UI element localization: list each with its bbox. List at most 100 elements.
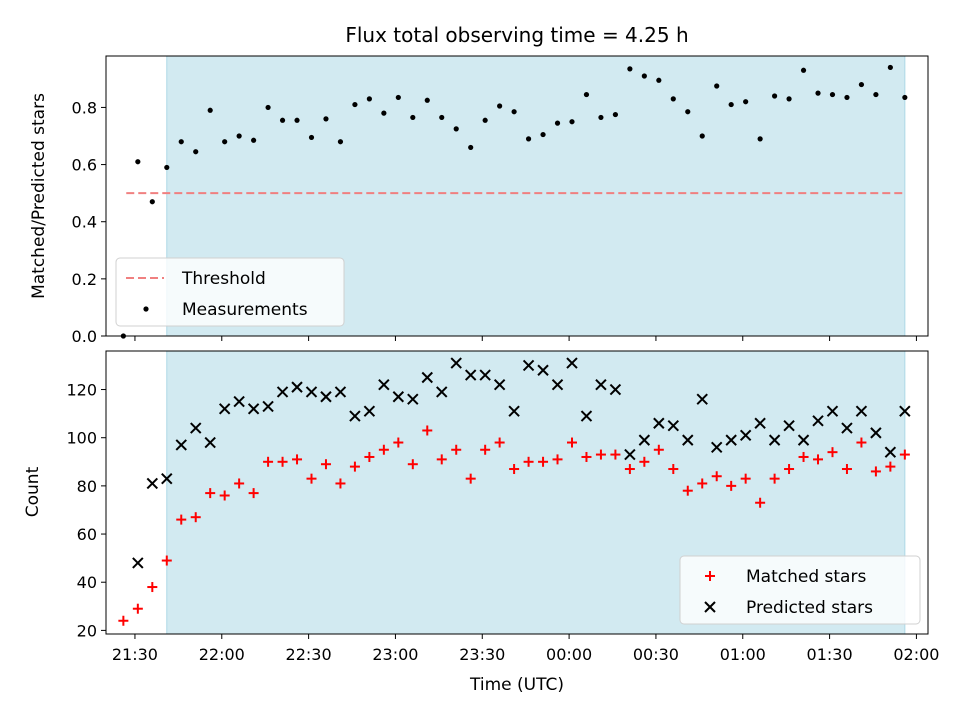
y-tick-label: 0.2 xyxy=(72,270,97,289)
matched-stars-point xyxy=(465,473,476,484)
matched-stars-point xyxy=(595,449,606,460)
measurement-point xyxy=(728,101,734,108)
predicted-stars-point xyxy=(349,410,361,422)
matched-stars-point xyxy=(248,488,259,499)
top-plot-area: 0.0 0.2 0.4 0.6 0.8 Threshold Measurements xyxy=(72,55,929,346)
matched-stars-point xyxy=(668,464,679,475)
predicted-stars-point xyxy=(320,391,332,403)
predicted-stars-point xyxy=(132,557,144,569)
predicted-stars-point xyxy=(595,379,607,391)
matched-stars-point xyxy=(552,454,563,465)
measurement-point xyxy=(902,94,908,101)
measurement-point xyxy=(714,83,720,89)
measurement-point xyxy=(685,109,691,115)
legend-box xyxy=(679,555,921,625)
measurement-point xyxy=(743,99,749,105)
matched-stars-point xyxy=(624,464,635,475)
measurement-point xyxy=(844,94,850,101)
matched-stars-point xyxy=(523,456,534,467)
measurement-point xyxy=(786,96,792,102)
legend-matched-swatch xyxy=(705,571,715,581)
measurement-point xyxy=(439,114,445,121)
x-tick-label: 22:30 xyxy=(286,645,332,664)
predicted-stars-point xyxy=(392,391,405,403)
matched-stars-point xyxy=(190,512,201,523)
predicted-stars-point xyxy=(667,419,680,432)
matched-stars-point xyxy=(827,447,838,458)
measurement-point xyxy=(656,77,662,83)
x-tick-label: 21:30 xyxy=(112,645,158,664)
predicted-stars-point xyxy=(812,415,824,427)
y-tick-label: 80 xyxy=(77,477,97,496)
predicted-stars-point xyxy=(161,472,173,485)
x-axis-label: Time (UTC) xyxy=(469,675,564,695)
y-tick-label: 60 xyxy=(77,525,97,544)
measurement-point xyxy=(670,96,676,102)
predicted-stars-point xyxy=(624,448,636,461)
measurement-point xyxy=(525,136,532,142)
matched-stars-point xyxy=(176,514,187,525)
predicted-stars-point xyxy=(305,386,318,398)
measurement-point xyxy=(612,111,619,118)
predicted-stars-point xyxy=(551,379,564,391)
predicted-stars-point xyxy=(175,439,187,451)
measurement-point xyxy=(641,73,647,79)
measurement-point xyxy=(800,67,807,73)
predicted-stars-point xyxy=(797,434,810,446)
measurement-point xyxy=(395,94,401,101)
measurement-point xyxy=(771,93,778,99)
measurement-point xyxy=(554,120,561,126)
matched-stars-point xyxy=(349,461,360,472)
predicted-stars-point xyxy=(884,446,897,458)
legend-label: Matched stars xyxy=(746,567,866,587)
measurement-point xyxy=(511,109,517,115)
predicted-stars-point xyxy=(464,369,477,381)
y-tick-label: 0.6 xyxy=(72,156,97,175)
legend-predicted-swatch xyxy=(704,601,716,613)
matched-stars-point xyxy=(234,478,245,489)
predicted-stars-point xyxy=(146,477,159,490)
x-tick-label: 02:00 xyxy=(893,645,939,664)
measurement-point xyxy=(873,91,879,98)
matched-stars-point xyxy=(147,582,158,593)
y-tick-label: 100 xyxy=(66,429,97,448)
predicted-stars-point xyxy=(421,371,433,384)
matched-stars-point xyxy=(856,437,867,448)
predicted-stars-point xyxy=(276,386,289,398)
matched-stars-point xyxy=(161,555,172,566)
matched-stars-point xyxy=(870,466,881,477)
bottom-y-axis-label: Count xyxy=(23,466,43,517)
x-tick-label: 01:30 xyxy=(807,645,853,664)
matched-stars-point xyxy=(480,444,491,455)
measurement-point xyxy=(482,117,488,123)
predicted-stars-point xyxy=(378,379,390,391)
measurement-point xyxy=(236,133,242,139)
measurement-point xyxy=(887,64,893,71)
legend-box xyxy=(115,257,345,327)
matched-stars-point xyxy=(653,444,664,455)
measurement-point xyxy=(308,134,315,141)
matched-stars-point xyxy=(784,464,795,475)
predicted-stars-point xyxy=(522,359,535,372)
matched-stars-point xyxy=(306,473,317,484)
matched-stars-point xyxy=(798,451,809,462)
measurement-point xyxy=(583,91,590,98)
measurement-point xyxy=(323,116,329,122)
predicted-stars-point xyxy=(233,395,245,408)
x-tick-label: 01:00 xyxy=(720,645,766,664)
matched-stars-point xyxy=(538,456,549,467)
matched-stars-point xyxy=(422,425,433,436)
matched-stars-point xyxy=(407,459,418,470)
matched-stars-point xyxy=(682,485,693,496)
predicted-stars-point xyxy=(566,357,578,369)
measurement-point xyxy=(540,131,546,138)
measurement-point xyxy=(279,117,286,123)
matched-stars-point xyxy=(263,456,274,467)
predicted-stars-point xyxy=(711,441,723,454)
y-tick-label: 120 xyxy=(66,381,97,400)
measurement-point xyxy=(699,133,705,139)
predicted-stars-point xyxy=(682,434,694,446)
matched-stars-point xyxy=(118,615,129,626)
measurement-point xyxy=(858,81,865,88)
matched-stars-point xyxy=(711,471,722,482)
